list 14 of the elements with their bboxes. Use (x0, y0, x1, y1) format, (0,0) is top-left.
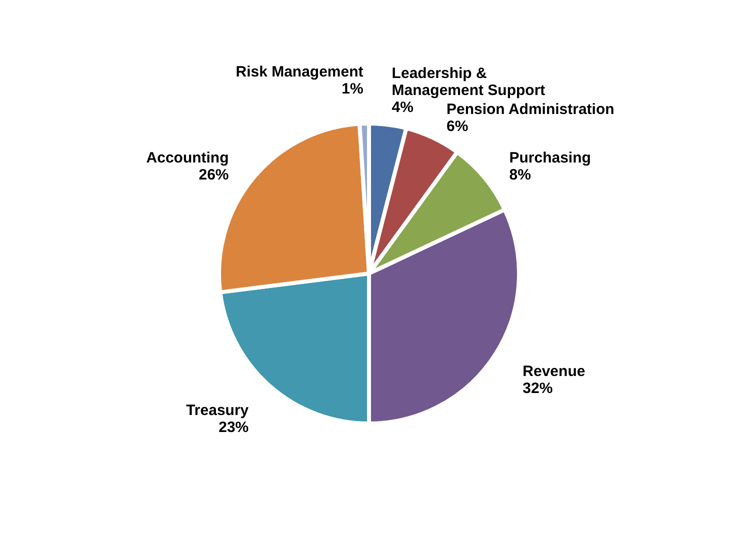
slice-label: Revenue (522, 363, 586, 380)
data-label: 32% (522, 380, 553, 398)
data-label: 1% (342, 80, 364, 98)
slice-label: Purchasing (509, 149, 591, 166)
slice-label: Risk Management (236, 64, 364, 81)
slice-label: Treasury (186, 402, 250, 420)
data-label: 23% (218, 419, 249, 436)
slice-label: Leadership & Management Support (392, 64, 546, 99)
data-label: 8% (509, 166, 531, 184)
slice-label: Accounting (146, 149, 229, 166)
data-label: 26% (198, 166, 229, 184)
slice-label: Pension Administration (446, 100, 614, 118)
data-label: 6% (446, 118, 468, 135)
data-label: 4% (392, 98, 414, 116)
